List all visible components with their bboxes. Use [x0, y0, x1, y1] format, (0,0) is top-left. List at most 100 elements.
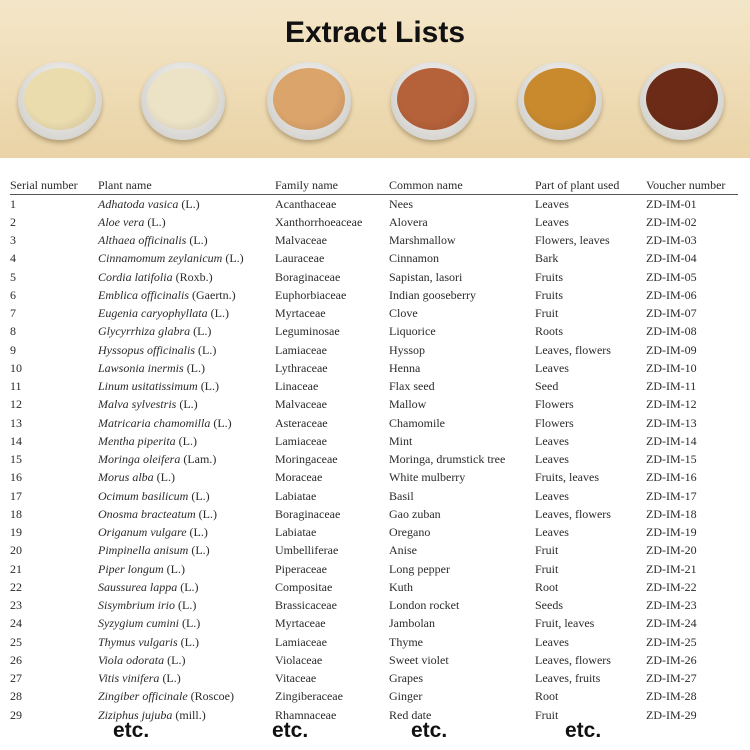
common-name: Alovera: [389, 214, 428, 229]
voucher-number: ZD-IM-19: [646, 525, 697, 540]
family-name: Moraceae: [275, 470, 323, 485]
common-name: Jambolan: [389, 616, 435, 631]
family-name: Euphorbiaceae: [275, 287, 347, 302]
voucher-number: ZD-IM-25: [646, 634, 697, 649]
table-row: 22 Saussurea lappa (L.) Compositae Kuth Root…: [10, 578, 738, 596]
part-used: Root: [535, 689, 559, 704]
common-name: Moringa, drumstick tree: [389, 452, 506, 467]
family-name: Zingiberaceae: [275, 689, 343, 704]
part-used: Flowers, leaves: [535, 233, 610, 248]
common-name: Oregano: [389, 525, 431, 540]
plant-authority: (L.): [189, 525, 208, 540]
voucher-number: ZD-IM-13: [646, 415, 697, 430]
table-row: 13 Matricaria chamomilla (L.) Asteraceae Ch…: [10, 414, 738, 432]
plant-name: Viola odorata: [98, 652, 165, 667]
common-name: Long pepper: [389, 561, 450, 576]
part-used: Leaves: [535, 525, 569, 540]
plant-name: Matricaria chamomilla: [98, 415, 211, 430]
plant-authority: (mill.): [175, 707, 206, 722]
plant-name: Morus alba: [98, 470, 154, 485]
voucher-number: ZD-IM-24: [646, 616, 697, 631]
voucher-number: ZD-IM-27: [646, 671, 697, 686]
family-name: Leguminosae: [275, 324, 340, 339]
table-row: 9 Hyssopus officinalis (L.) Lamiaceae Hysso…: [10, 341, 738, 359]
plant-authority: (L.): [167, 652, 186, 667]
serial-number: 17: [10, 488, 22, 503]
family-name: Rhamnaceae: [275, 707, 337, 722]
voucher-number: ZD-IM-29: [646, 707, 697, 722]
family-name: Compositae: [275, 579, 333, 594]
table-row: 19 Origanum vulgare (L.) Labiatae Oregano Le…: [10, 524, 738, 542]
common-name: Hyssop: [389, 342, 426, 357]
serial-number: 13: [10, 415, 22, 430]
common-name: Basil: [389, 488, 414, 503]
plant-authority: (L.): [156, 470, 175, 485]
serial-number: 14: [10, 433, 22, 448]
plant-name: Glycyrrhiza glabra: [98, 324, 191, 339]
plant-name: Malva sylvestris: [98, 397, 177, 412]
voucher-number: ZD-IM-05: [646, 269, 697, 284]
voucher-number: ZD-IM-28: [646, 689, 697, 704]
plant-name: Piper longum: [98, 561, 164, 576]
common-name: Mallow: [389, 397, 427, 412]
family-name: Lythraceae: [275, 360, 328, 375]
plant-authority: (Gaertn.): [192, 287, 236, 302]
serial-number: 19: [10, 525, 22, 540]
part-used: Leaves, flowers: [535, 652, 611, 667]
table-row: 29 Ziziphus jujuba (mill.) Rhamnaceae Red d…: [10, 706, 738, 724]
serial-number: 2: [10, 214, 16, 229]
serial-number: 4: [10, 251, 16, 266]
table-row: 7 Eugenia caryophyllata (L.) Myrtaceae Clov…: [10, 305, 738, 323]
table-row: 16 Morus alba (L.) Moraceae White mulberry F…: [10, 469, 738, 487]
part-used: Flowers: [535, 397, 574, 412]
part-used: Bark: [535, 251, 559, 266]
part-used: Fruit: [535, 306, 559, 321]
plant-name: Hyssopus officinalis: [98, 342, 196, 357]
voucher-number: ZD-IM-10: [646, 360, 697, 375]
serial-number: 8: [10, 324, 16, 339]
plant-name: Eugenia caryophyllata: [98, 306, 208, 321]
table-row: 14 Mentha piperita (L.) Lamiaceae Mint Leave…: [10, 432, 738, 450]
plant-name: Cordia latifolia: [98, 269, 173, 284]
serial-number: 9: [10, 342, 16, 357]
table-row: 17 Ocimum basilicum (L.) Labiatae Basil Leav…: [10, 487, 738, 505]
table-row: 5 Cordia latifolia (Roxb.) Boraginaceae Sap…: [10, 268, 738, 286]
family-name: Umbelliferae: [275, 543, 339, 558]
common-name: Liquorice: [389, 324, 436, 339]
plant-authority: (L.): [162, 671, 181, 686]
plant-name: Pimpinella anisum: [98, 543, 189, 558]
etc-label: etc.: [272, 719, 309, 742]
table-row: 6 Emblica officinalis (Gaertn.) Euphorbiac…: [10, 286, 738, 304]
plant-name: Moringa oleifera: [98, 452, 181, 467]
serial-number: 26: [10, 652, 22, 667]
family-name: Malvaceae: [275, 397, 327, 412]
plant-authority: (L.): [200, 379, 220, 394]
plant-name: Mentha piperita: [98, 433, 176, 448]
plant-name: Linum usitatissimum: [98, 379, 198, 394]
etc-label: etc.: [565, 719, 602, 742]
serial-number: 10: [10, 360, 22, 375]
plant-authority: (L.): [181, 196, 200, 211]
plant-authority: (L.): [180, 579, 199, 594]
serial-number: 21: [10, 561, 22, 576]
voucher-number: ZD-IM-18: [646, 506, 697, 521]
serial-number: 18: [10, 506, 22, 521]
plant-authority: (L.): [225, 251, 244, 266]
family-name: Malvaceae: [275, 233, 327, 248]
voucher-number: ZD-IM-09: [646, 342, 697, 357]
part-used: Root: [535, 579, 559, 594]
family-name: Boraginaceae: [275, 269, 341, 284]
plant-name: Ziziphus jujuba: [98, 707, 173, 722]
powder-bowl: [518, 62, 602, 140]
voucher-number: ZD-IM-04: [646, 251, 697, 266]
table-row: 25 Thymus vulgaris (L.) Lamiaceae Thyme Leav…: [10, 633, 738, 651]
voucher-number: ZD-IM-07: [646, 306, 697, 321]
plant-authority: (L.): [198, 342, 217, 357]
voucher-number: ZD-IM-02: [646, 214, 697, 229]
part-used: Fruits: [535, 287, 564, 302]
common-name: Chamomile: [389, 415, 445, 430]
voucher-number: ZD-IM-03: [646, 233, 697, 248]
plant-authority: (L.): [198, 506, 217, 521]
table-row: 28 Zingiber officinale (Roscoe) Zingiberac…: [10, 688, 738, 706]
part-used: Seeds: [535, 598, 563, 613]
